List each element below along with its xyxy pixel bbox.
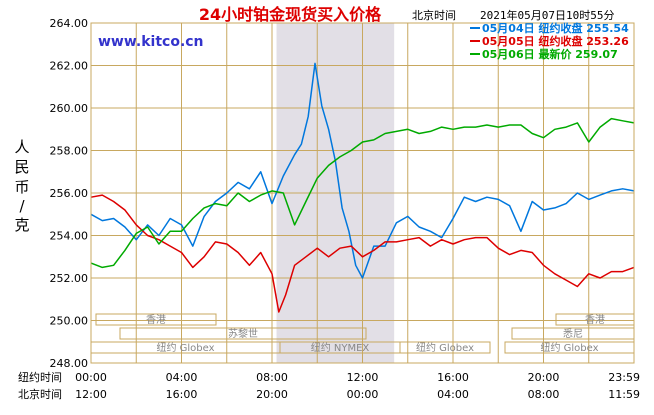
legend-entry-1: 05月04日 纽约收盘 255.54 [482, 21, 629, 35]
y-tick-label: 254.00 [50, 230, 89, 243]
chart-title: 24小时铂金现货买入价格 [199, 5, 382, 24]
market-bar-zurich-label: 苏黎世 [228, 327, 258, 340]
x-tick-bj-label: 11:59 [608, 388, 640, 401]
market-bar-globex-right-label: 纽约 Globex [416, 341, 474, 354]
y-tick-label: 258.00 [50, 145, 89, 158]
series-line-1 [90, 62, 635, 279]
x-tick-ny-label: 16:00 [437, 371, 469, 384]
header-timezone: 北京时间 [412, 8, 456, 22]
x-axis-ny-tick-labels: 00:00 04:00 08:00 12:00 16:00 20:00 23:59 [75, 371, 640, 384]
series-line-3 [90, 117, 635, 269]
y-axis-label-4: / [19, 197, 25, 215]
y-axis-label-3: 币 [14, 178, 29, 196]
market-bar-globex-left-label: 纽约 Globex [156, 341, 214, 354]
x-tick-ny-label: 12:00 [347, 371, 379, 384]
market-bar-sydney-label: 悉尼 [563, 328, 583, 340]
market-bar-globex-right [399, 341, 491, 354]
watermark: www.kitco.cn [98, 34, 204, 50]
x-tick-bj-label: 12:00 [75, 388, 107, 401]
y-axis-label-2: 民 [14, 158, 29, 176]
legend-entry-2: 05月05日 纽约收盘 253.26 [482, 34, 629, 48]
header-timestamp: 2021年05月07日10时55分 [480, 8, 614, 22]
x-tick-ny-label: 20:00 [528, 371, 560, 384]
row-label-ny: 纽约时间 [18, 370, 62, 384]
x-tick-ny-label: 23:59 [608, 371, 640, 384]
x-tick-ny-label: 00:00 [75, 371, 107, 384]
x-tick-bj-label: 00:00 [347, 388, 379, 401]
x-tick-bj-label: 08:00 [528, 388, 560, 401]
x-tick-bj-label: 16:00 [166, 388, 198, 401]
x-tick-ny-label: 04:00 [166, 371, 198, 384]
y-tick-label: 252.00 [50, 272, 89, 285]
market-bar-zurich [119, 327, 367, 340]
x-axis-bj-tick-labels: 12:00 16:00 20:00 00:00 04:00 08:00 11:59 [75, 388, 640, 401]
x-tick-bj-label: 04:00 [437, 388, 469, 401]
market-bar-hongkong-right-label: 香港 [585, 314, 605, 326]
y-tick-label: 250.00 [50, 315, 89, 328]
y-tick-label: 248.00 [50, 357, 89, 370]
y-tick-label: 256.00 [50, 187, 89, 200]
y-axis-label-5: 克 [14, 216, 29, 234]
plot-frame [90, 22, 635, 364]
market-bar-hongkong-left-label: 香港 [146, 314, 166, 326]
grid-lines [91, 22, 634, 364]
row-label-bj: 北京时间 [18, 387, 62, 401]
market-bar-globex-far-right-label: 纽约 Globex [540, 341, 598, 354]
y-axis-label-1: 人 [14, 138, 29, 156]
price-series [90, 62, 635, 313]
legend-entry-3: 05月06日 最新价 259.07 [482, 47, 618, 61]
market-bar-hongkong-left [95, 313, 217, 326]
x-tick-bj-label: 20:00 [256, 388, 288, 401]
market-bar-nymex-label: 纽约 NYMEX [311, 341, 370, 354]
y-tick-label: 260.00 [50, 102, 89, 115]
y-tick-label: 264.00 [50, 17, 89, 30]
x-tick-ny-label: 08:00 [256, 371, 288, 384]
series-line-2 [90, 194, 635, 313]
y-tick-label: 262.00 [50, 60, 89, 73]
y-axis-tick-labels: 248.00 250.00 252.00 254.00 256.00 258.00 260.… [50, 17, 89, 370]
